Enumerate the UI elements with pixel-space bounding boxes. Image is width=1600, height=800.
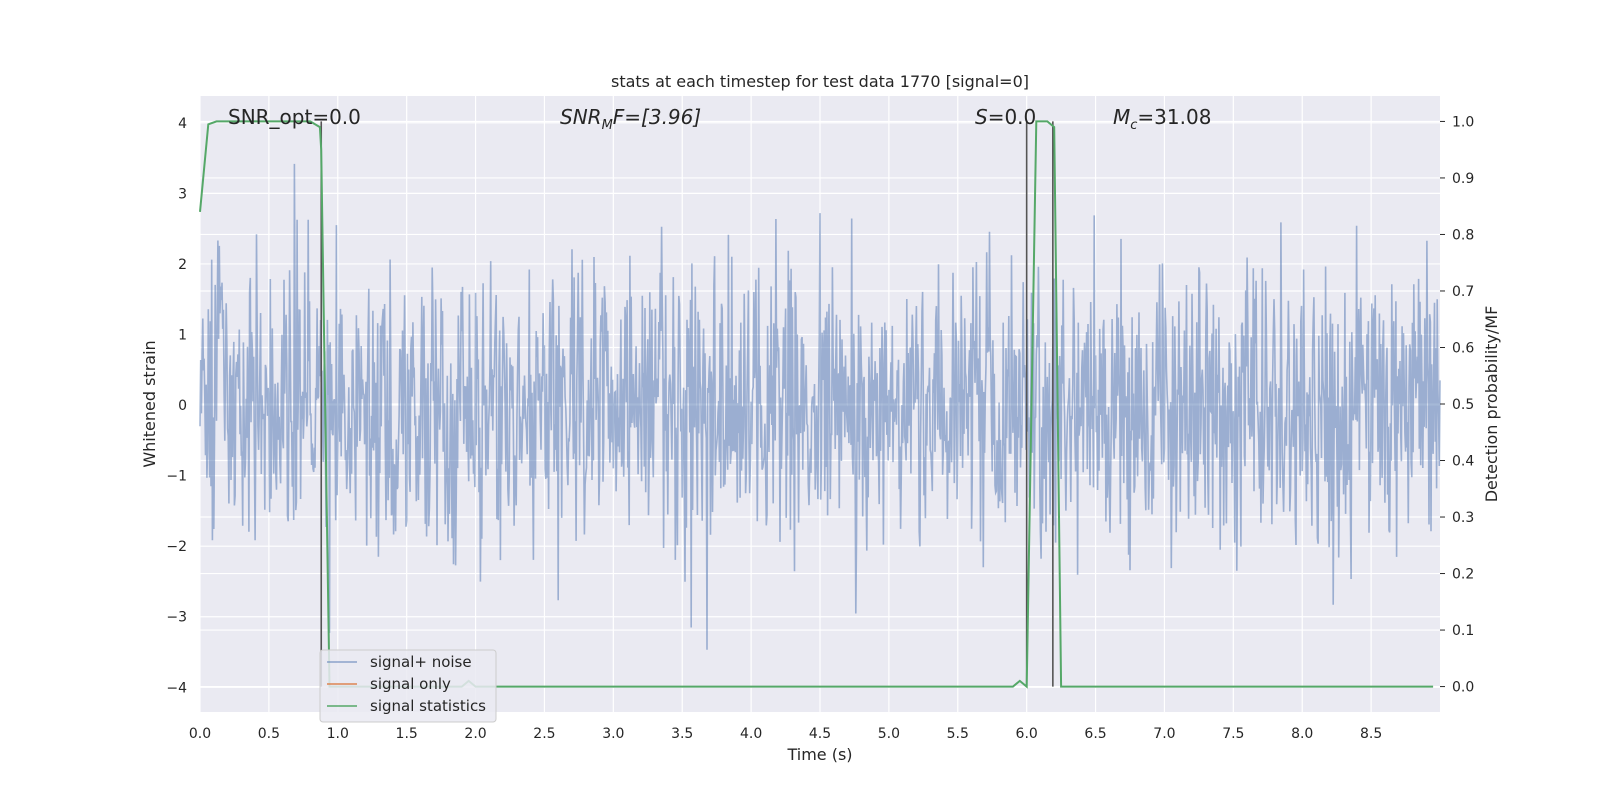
signal-plus-noise-line xyxy=(199,163,1441,650)
x-tick-label: 3.0 xyxy=(602,726,624,742)
x-tick-label: 0.0 xyxy=(189,726,211,742)
x-tick-label: 2.0 xyxy=(464,726,486,742)
right-y-axis-label: Detection probability/MF xyxy=(1482,306,1501,503)
right-y-tick-label: 0.7 xyxy=(1452,284,1474,300)
legend: signal+ noise signal only signal statist… xyxy=(319,649,497,723)
right-y-tick-label: 0.0 xyxy=(1452,680,1474,696)
legend-label-signal-plus-noise: signal+ noise xyxy=(370,653,472,671)
right-y-tick-label: 0.3 xyxy=(1452,510,1474,526)
right-y-axis-ticks: 0.0 0.1 0.2 0.3 0.4 0.5 0.6 0.7 0.8 0.9 1.0 xyxy=(1440,114,1474,696)
right-y-tick-label: 0.9 xyxy=(1452,171,1474,187)
x-tick-label: 7.5 xyxy=(1222,726,1244,742)
x-tick-label: 4.5 xyxy=(809,726,831,742)
x-tick-label: 8.0 xyxy=(1291,726,1313,742)
x-axis-label: Time (s) xyxy=(786,745,852,764)
annotation-mc: Mc=31.08 xyxy=(1113,105,1211,133)
x-tick-label: 8.5 xyxy=(1360,726,1382,742)
signal-statistics-series xyxy=(199,120,1434,689)
left-y-tick-label: 4 xyxy=(178,116,187,132)
right-y-tick-label: 0.6 xyxy=(1452,340,1474,356)
x-tick-label: 6.0 xyxy=(1016,726,1038,742)
left-y-tick-label: 1 xyxy=(178,327,187,343)
left-y-tick-label: −2 xyxy=(166,539,187,555)
x-tick-label: 1.5 xyxy=(396,726,418,742)
left-y-tick-label: 2 xyxy=(178,257,187,273)
chart-title: stats at each timestep for test data 177… xyxy=(611,72,1029,91)
x-axis-ticks: 0.0 0.5 1.0 1.5 2.0 2.5 3.0 3.5 4.0 4.5 5.0 5.5 6.0 6… xyxy=(189,726,1382,742)
left-y-tick-label: −3 xyxy=(166,610,187,626)
legend-label-signal-statistics: signal statistics xyxy=(370,697,486,715)
right-y-tick-label: 0.2 xyxy=(1452,567,1474,583)
x-tick-label: 3.5 xyxy=(671,726,693,742)
x-tick-label: 2.5 xyxy=(533,726,555,742)
left-y-tick-label: −1 xyxy=(166,469,187,485)
x-tick-label: 6.5 xyxy=(1084,726,1106,742)
x-tick-label: 4.0 xyxy=(740,726,762,742)
x-tick-label: 7.0 xyxy=(1153,726,1175,742)
right-y-tick-label: 0.8 xyxy=(1452,227,1474,243)
right-y-tick-label: 1.0 xyxy=(1452,114,1474,130)
x-tick-label: 5.0 xyxy=(878,726,900,742)
left-y-tick-label: 3 xyxy=(178,186,187,202)
x-tick-label: 0.5 xyxy=(258,726,280,742)
left-y-tick-label: −4 xyxy=(166,680,187,696)
left-y-tick-label: 0 xyxy=(178,398,187,414)
annotation-s: S=0.0 xyxy=(975,105,1036,129)
legend-label-signal-only: signal only xyxy=(370,675,451,693)
annotation-snr-mf: SNRMF=[3.96] xyxy=(560,105,701,133)
legend-box xyxy=(319,649,497,723)
right-y-tick-label: 0.1 xyxy=(1452,623,1474,639)
right-y-tick-label: 0.4 xyxy=(1452,454,1474,470)
signal-plus-noise-series xyxy=(199,163,1441,650)
right-y-tick-label: 0.5 xyxy=(1452,397,1474,413)
annotation-snr-opt: SNR_opt=0.0 xyxy=(228,105,361,129)
x-tick-label: 5.5 xyxy=(947,726,969,742)
left-y-axis-ticks: −4 −3 −2 −1 0 1 2 3 4 xyxy=(166,116,187,696)
left-y-axis-label: Whitened strain xyxy=(140,340,159,467)
signal-statistics-line xyxy=(199,120,1434,689)
x-tick-label: 1.0 xyxy=(327,726,349,742)
